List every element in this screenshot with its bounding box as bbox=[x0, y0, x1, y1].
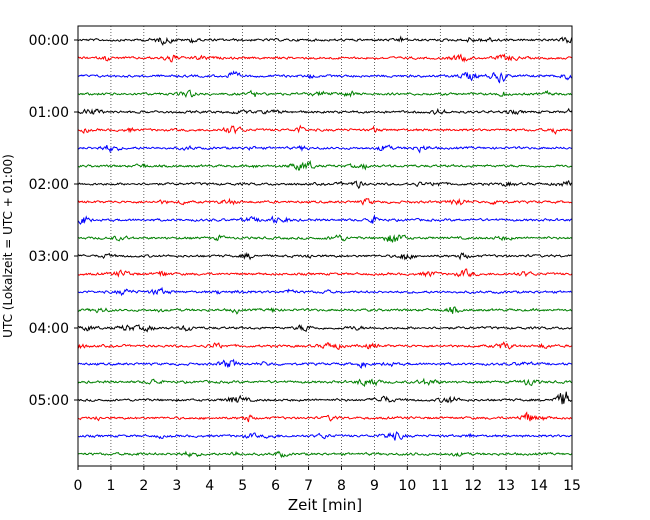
x-tick-label: 15 bbox=[563, 478, 581, 494]
trace-row bbox=[77, 159, 573, 171]
trace-row bbox=[77, 53, 573, 63]
x-tick-label: 14 bbox=[530, 478, 548, 494]
trace-row bbox=[77, 268, 573, 278]
x-tick-label: 6 bbox=[271, 478, 280, 494]
x-tick-label: 11 bbox=[431, 478, 449, 494]
y-tick-label: 04:00 bbox=[29, 321, 69, 337]
x-tick-label: 10 bbox=[398, 478, 416, 494]
trace-row bbox=[77, 324, 573, 333]
trace-row bbox=[77, 358, 573, 369]
trace-row bbox=[77, 450, 573, 459]
x-tick-label: 3 bbox=[172, 478, 181, 494]
x-tick-label: 13 bbox=[497, 478, 515, 494]
trace-row bbox=[77, 35, 573, 46]
trace-row bbox=[77, 431, 573, 441]
trace-row bbox=[77, 411, 573, 423]
trace-row bbox=[77, 124, 573, 135]
x-tick-label: 2 bbox=[139, 478, 148, 494]
trace-row bbox=[77, 144, 573, 154]
y-axis-label: UTC (Lokalzeit = UTC + 01:00) bbox=[1, 154, 15, 338]
trace-row bbox=[77, 179, 573, 190]
plot-frame bbox=[77, 25, 573, 467]
x-tick-label: 0 bbox=[74, 478, 83, 494]
x-tick-label: 9 bbox=[370, 478, 379, 494]
y-tick-label: 03:00 bbox=[29, 249, 69, 265]
trace-row bbox=[77, 306, 573, 315]
trace-row bbox=[77, 286, 573, 297]
trace-row bbox=[77, 197, 573, 206]
trace-row bbox=[77, 391, 573, 405]
y-tick-label: 02:00 bbox=[29, 177, 69, 193]
x-tick-label: 1 bbox=[106, 478, 115, 494]
trace-row bbox=[77, 89, 573, 99]
x-tick-label: 4 bbox=[205, 478, 214, 494]
x-axis-label: Zeit [min] bbox=[288, 496, 362, 514]
trace-row bbox=[77, 377, 573, 388]
x-tick-label: 12 bbox=[464, 478, 482, 494]
seismic-traces bbox=[77, 35, 573, 459]
y-tick-label: 01:00 bbox=[29, 105, 69, 121]
trace-row bbox=[77, 213, 573, 225]
trace-row bbox=[77, 107, 573, 116]
y-tick-label: 00:00 bbox=[29, 33, 69, 49]
y-axis-ticks: 00:00 01:00 02:00 03:00 04:00 05:00 bbox=[29, 33, 78, 409]
trace-row bbox=[77, 234, 573, 243]
x-axis-ticks: 0 1 2 3 4 5 6 7 8 9 10 11 12 13 14 15 bbox=[74, 466, 581, 494]
trace-row bbox=[77, 341, 573, 350]
x-tick-label: 8 bbox=[337, 478, 346, 494]
trace-row bbox=[77, 251, 573, 261]
x-tick-label: 7 bbox=[304, 478, 313, 494]
y-tick-label: 05:00 bbox=[29, 393, 69, 409]
trace-row bbox=[77, 70, 573, 84]
x-tick-label: 5 bbox=[238, 478, 247, 494]
